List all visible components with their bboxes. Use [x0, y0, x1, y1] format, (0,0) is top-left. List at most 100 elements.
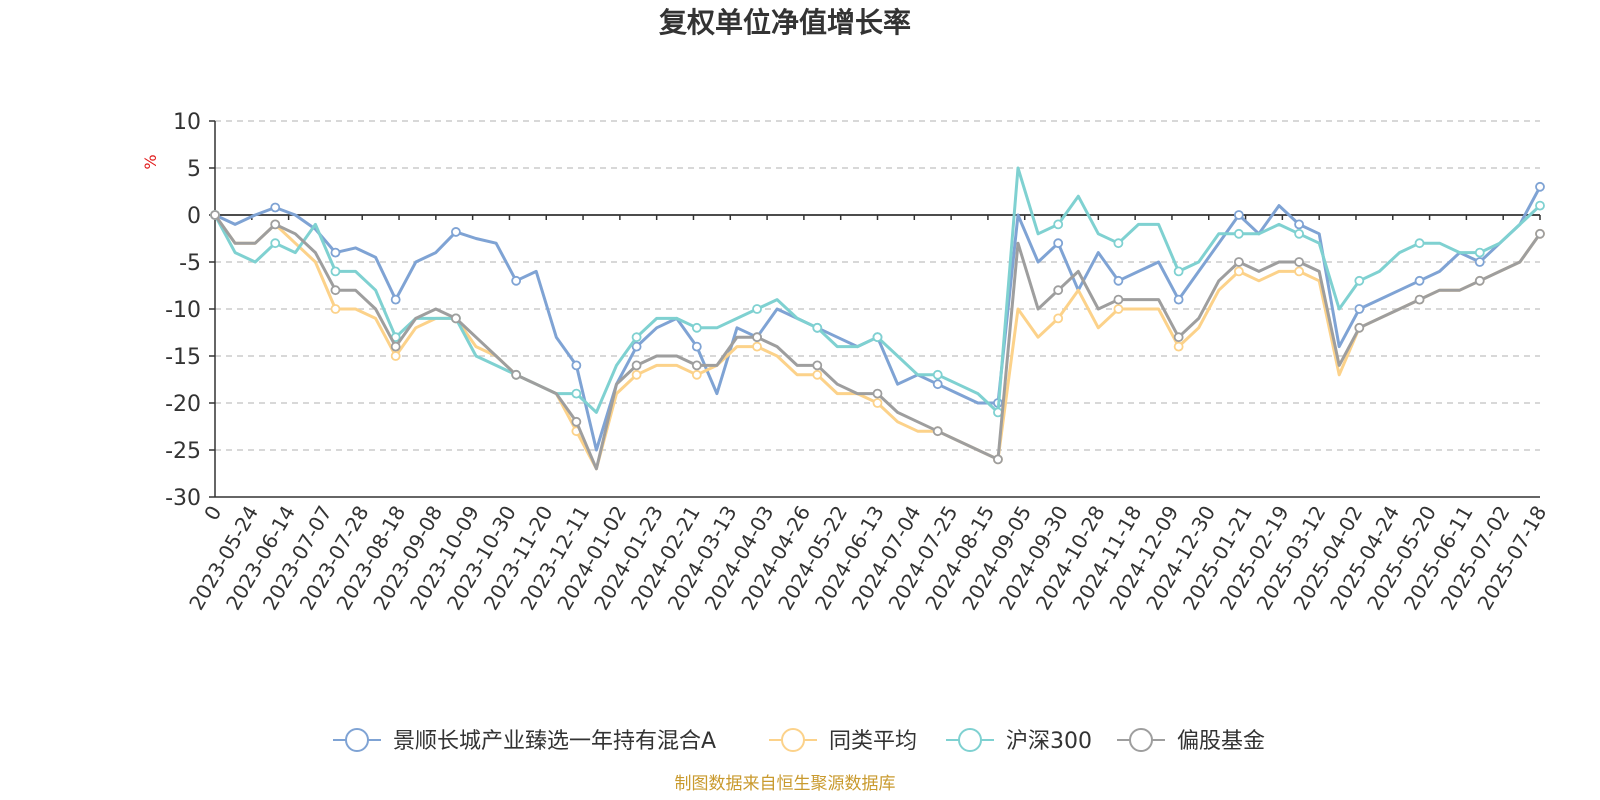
y-tick-label: -5 — [179, 251, 201, 276]
y-tick-label: 5 — [187, 157, 201, 182]
series-point — [932, 426, 943, 437]
series-point — [270, 238, 281, 249]
series-point — [1233, 257, 1244, 267]
series-point — [752, 332, 762, 343]
legend-marker-icon — [1129, 728, 1153, 752]
series-point — [390, 341, 401, 352]
series-point — [1053, 238, 1064, 249]
legend-item[interactable]: 沪深300 — [946, 728, 1092, 754]
series-point — [1294, 228, 1304, 239]
series-point — [1233, 266, 1244, 277]
legend-marker-icon — [345, 728, 369, 752]
series-point — [1535, 228, 1545, 239]
series-point — [1414, 238, 1425, 249]
series-point — [691, 322, 702, 333]
series-point — [1173, 266, 1184, 277]
series-point — [1535, 181, 1545, 192]
series-point — [511, 275, 522, 286]
series-point — [1535, 200, 1545, 211]
series-point — [1474, 257, 1485, 267]
y-tick-label: 10 — [173, 110, 201, 135]
series-point — [210, 210, 220, 220]
series-point — [631, 341, 642, 352]
series-point — [330, 266, 341, 277]
series-point — [1233, 228, 1244, 239]
series-point — [571, 416, 582, 427]
series-point — [270, 219, 281, 230]
source-note: 制图数据来自恒生聚源数据库 — [675, 774, 896, 794]
series-point — [1414, 275, 1425, 286]
series-point — [390, 351, 401, 361]
series-point — [390, 294, 401, 305]
series-point — [932, 379, 943, 390]
series-point — [1294, 257, 1304, 267]
series-point — [511, 369, 522, 380]
legend-item[interactable]: 景顺长城产业臻选一年持有混合A — [333, 728, 716, 754]
chart-title: 复权单位净值增长率 — [659, 6, 911, 39]
y-tick-label: -20 — [165, 392, 201, 417]
y-tick-label: -25 — [165, 439, 201, 464]
series-point — [1354, 322, 1365, 333]
series-point — [1173, 341, 1184, 352]
series-point — [1113, 304, 1124, 314]
series-point — [1113, 294, 1124, 305]
series-point — [1474, 275, 1485, 286]
series-point — [691, 341, 702, 352]
series-point — [872, 398, 883, 408]
series-point — [1113, 238, 1124, 249]
legend-label: 同类平均 — [829, 729, 917, 754]
y-tick-label: 0 — [187, 204, 201, 229]
legend-label: 沪深300 — [1006, 729, 1092, 754]
series-point — [1354, 275, 1365, 286]
legend-item[interactable]: 同类平均 — [769, 728, 917, 754]
series-point — [1173, 294, 1184, 305]
series-point — [270, 202, 281, 213]
series-point — [631, 360, 642, 371]
series-point — [1294, 219, 1304, 230]
x-tick-label: 0 — [199, 502, 226, 525]
series-point — [330, 285, 341, 296]
series-point — [1294, 266, 1304, 277]
series-line — [213, 166, 1542, 414]
series-point — [1113, 275, 1124, 286]
series-point — [691, 360, 702, 371]
series-point — [812, 369, 823, 380]
series-point — [932, 369, 943, 380]
series-point — [691, 369, 702, 380]
series-point — [1173, 332, 1184, 343]
series-point — [993, 454, 1003, 465]
series-point — [571, 360, 582, 371]
series-point — [571, 388, 582, 399]
series-point — [1053, 313, 1064, 324]
series-point — [1354, 304, 1365, 314]
legend-item[interactable]: 偏股基金 — [1117, 728, 1265, 754]
series-point — [631, 332, 642, 343]
series-point — [1414, 294, 1425, 305]
series-point — [330, 304, 341, 314]
series-layer — [210, 166, 1545, 471]
legend-marker-icon — [958, 728, 982, 752]
legend-label: 偏股基金 — [1177, 729, 1265, 754]
legend-label: 景顺长城产业臻选一年持有混合A — [393, 729, 716, 754]
series-point — [1053, 285, 1064, 296]
legend[interactable]: 景顺长城产业臻选一年持有混合A 同类平均 沪深300 偏股基金 — [333, 728, 1265, 754]
series-point — [812, 322, 823, 333]
series-point — [752, 341, 762, 352]
series-point — [752, 304, 762, 314]
series-point — [451, 227, 461, 237]
series-point — [812, 360, 823, 371]
legend-marker-icon — [781, 728, 805, 752]
y-axis-unit: % — [141, 154, 160, 169]
series-point — [1474, 247, 1485, 258]
series-point — [451, 313, 461, 324]
y-tick-label: -15 — [165, 345, 201, 370]
series-point — [872, 388, 883, 399]
series-point — [1233, 210, 1244, 220]
y-tick-label: -10 — [165, 298, 201, 323]
series-point — [872, 332, 883, 343]
series-point — [330, 247, 341, 258]
series-point — [1053, 219, 1064, 230]
series-point — [631, 369, 642, 380]
y-tick-label: -30 — [165, 486, 201, 511]
